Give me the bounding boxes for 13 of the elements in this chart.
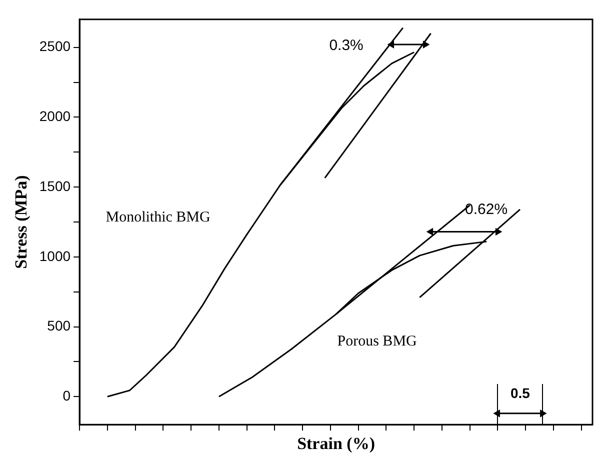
y-tick-label: 2000 [39, 108, 71, 124]
x-axis-title: Strain (%) [297, 434, 375, 454]
annotation: 0.3% [329, 36, 364, 54]
annotation: Monolithic BMG [106, 209, 210, 226]
y-tick-label: 1000 [39, 248, 71, 264]
y-axis-title: Stress (MPa) [12, 175, 31, 269]
y-tick-label: 500 [47, 318, 71, 334]
annotation: 0.5 [510, 385, 530, 402]
y-tick-label: 2500 [39, 38, 71, 54]
y-tick-label: 1500 [39, 178, 71, 194]
annotation: Porous BMG [337, 333, 418, 350]
annotation: 0.62% [465, 200, 508, 218]
y-tick-label: 0 [62, 388, 71, 404]
